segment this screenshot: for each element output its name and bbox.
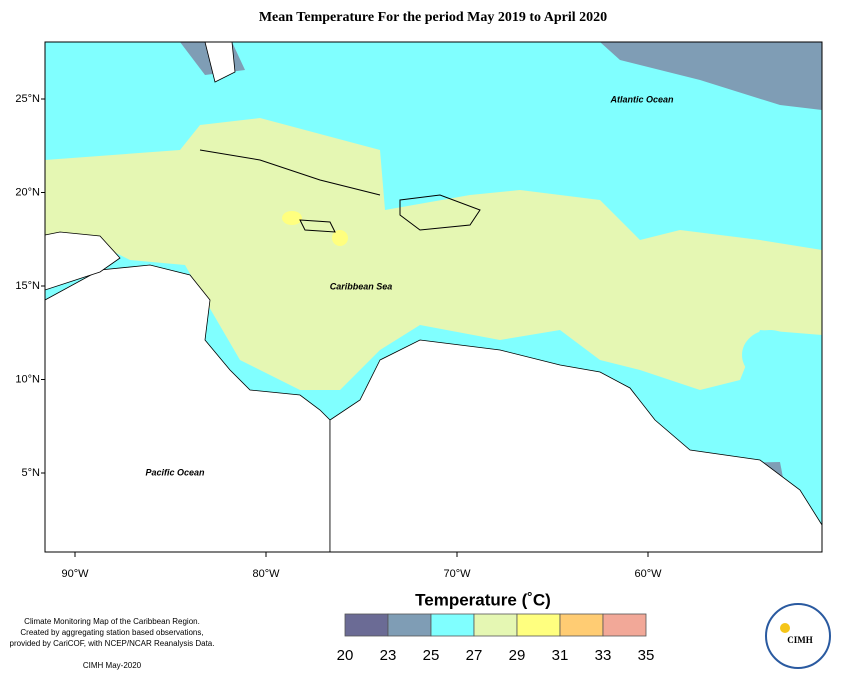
coastline: [199, 149, 481, 233]
legend-swatch: [344, 613, 389, 637]
legend-tick-label: 29: [509, 647, 526, 664]
cool-region: [600, 42, 822, 110]
title: Mean Temperature For the period May 2019…: [259, 10, 607, 25]
hot-spot: [282, 211, 302, 225]
ocean-label: Pacific Ocean: [145, 467, 205, 477]
legend-tick-label: 35: [638, 647, 655, 664]
legend-swatch: [430, 613, 475, 637]
logo-circle: [765, 603, 831, 669]
lon-label: 60°W: [634, 568, 662, 580]
legend-swatch: [387, 613, 432, 637]
lat-label: 20°N: [15, 186, 40, 198]
legend-tick-label: 33: [595, 647, 612, 664]
lat-label: 25°N: [15, 93, 40, 105]
footer-credit: CIMH May-2020: [83, 661, 142, 670]
lon-label: 70°W: [443, 568, 471, 580]
footer-line: Created by aggregating station based obs…: [20, 628, 203, 637]
land: [329, 339, 823, 553]
map: [44, 41, 823, 553]
logo: CIMH: [765, 603, 831, 669]
ocean-label: Atlantic Ocean: [609, 94, 674, 104]
legend-swatch: [516, 613, 561, 637]
map-frame: [44, 41, 823, 553]
legend: Temperature (˚C) 20 23 25 27 29 31 33 35: [337, 590, 655, 663]
legend-swatch: [559, 613, 604, 637]
footer-line: Climate Monitoring Map of the Caribbean …: [24, 617, 200, 626]
legend-tick-label: 25: [423, 647, 440, 664]
legend-tick-label: 23: [380, 647, 397, 664]
cool-spot: [742, 330, 798, 380]
footer-line: provided by CariCOF, with NCEP/NCAR Rean…: [10, 639, 215, 648]
lat-label: 10°N: [15, 373, 40, 385]
legend-swatch: [473, 613, 518, 637]
logo-text: CIMH: [787, 635, 813, 645]
footer: Climate Monitoring Map of the Caribbean …: [10, 617, 215, 670]
legend-tick-label: 20: [337, 647, 354, 664]
lon-label: 80°W: [252, 568, 280, 580]
lon-label: 90°W: [61, 568, 89, 580]
lat-label: 15°N: [15, 280, 40, 292]
hot-spot: [332, 230, 348, 246]
legend-swatch: [602, 613, 647, 637]
logo-sun: [780, 623, 790, 633]
legend-tick-label: 27: [466, 647, 483, 664]
legend-tick-label: 31: [552, 647, 569, 664]
warm-region: [45, 118, 822, 390]
lat-label: 5°N: [22, 467, 41, 479]
ocean-label: Caribbean Sea: [330, 281, 393, 291]
legend-title: Temperature (˚C): [415, 590, 551, 609]
